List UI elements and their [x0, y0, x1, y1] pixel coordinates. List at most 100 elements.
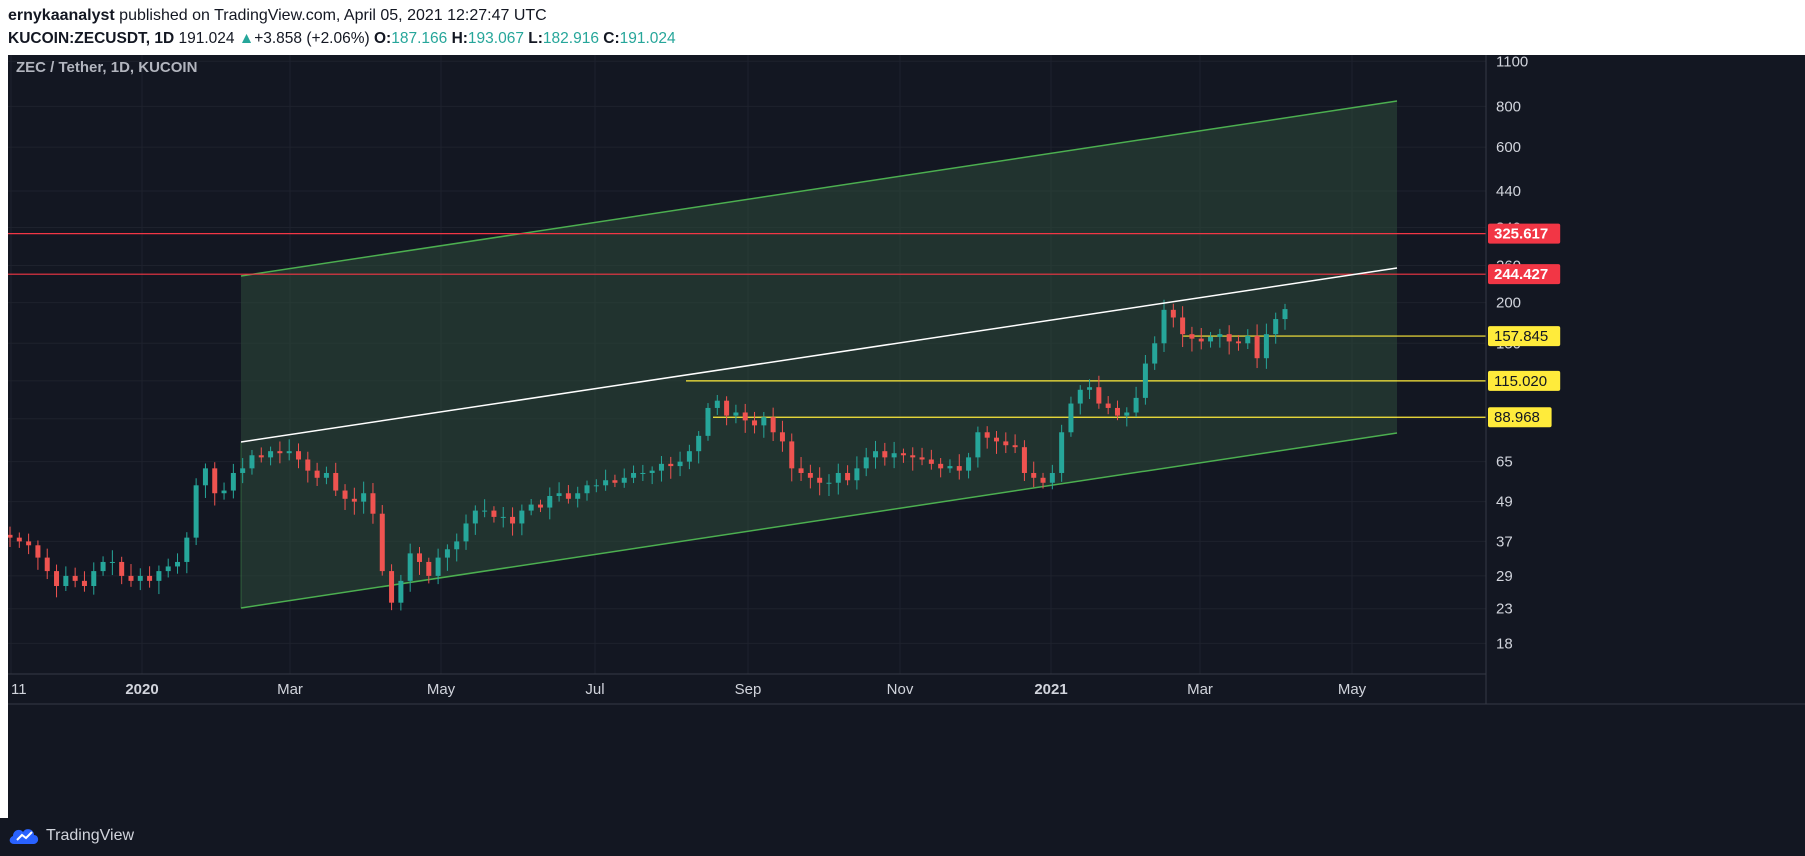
candle-body	[724, 400, 730, 416]
channel-upper-line[interactable]	[240, 100, 1398, 277]
candle-body	[1133, 397, 1139, 413]
candle-body	[519, 510, 525, 524]
candle-body	[984, 432, 990, 438]
candle-body	[575, 493, 581, 499]
tradingview-brand: TradingView	[46, 827, 135, 844]
price-axis-tick-label: 600	[1496, 139, 1521, 156]
candle-body	[314, 470, 320, 478]
candle-body	[500, 516, 506, 518]
candle-body	[1273, 319, 1279, 335]
time-axis-tick-label: 2021	[1034, 681, 1067, 698]
candle-body	[1282, 309, 1288, 320]
candle-body	[668, 463, 674, 467]
time-axis-tick-label: May	[427, 681, 456, 698]
time-axis-tick-label: Nov	[887, 681, 914, 698]
channel-lower-line[interactable]	[240, 432, 1398, 609]
candle-body	[323, 472, 329, 478]
candle-body	[1180, 317, 1186, 335]
price-chart[interactable]: 1100800600440340260200150115886549372923…	[8, 55, 1805, 818]
time-axis-tick-label: Mar	[277, 681, 303, 698]
price-axis-tick-label: 49	[1496, 494, 1513, 511]
publish-info: ernykaanalyst published on TradingView.c…	[8, 7, 547, 25]
last-price: 191.024	[178, 30, 235, 47]
candle-body	[1040, 477, 1046, 483]
candle-body	[1198, 338, 1204, 342]
candle-body	[175, 561, 181, 567]
candle-body	[826, 482, 832, 484]
close-label: C:	[603, 30, 620, 47]
candle-body	[1087, 387, 1093, 390]
time-axis-tick-label: Sep	[735, 681, 762, 698]
candle-body	[1161, 309, 1167, 344]
candle-body	[854, 468, 860, 481]
candle-body	[919, 457, 925, 460]
candle-body	[807, 472, 813, 478]
candle-body	[835, 472, 841, 483]
candle-body	[1235, 341, 1241, 344]
published-text: published on TradingView.com, April 05, …	[114, 7, 547, 24]
candle-body	[1059, 432, 1065, 473]
price-label-text: 325.617	[1494, 226, 1548, 243]
candle-body	[268, 451, 274, 458]
candle-body	[351, 498, 357, 502]
candle-body	[240, 468, 246, 473]
candle-body	[463, 523, 469, 542]
change-value: +3.858 (+2.06%)	[254, 30, 370, 47]
price-axis-tick-label: 200	[1496, 295, 1521, 312]
candle-body	[789, 441, 795, 469]
candle-body	[35, 545, 41, 558]
candle-body	[928, 459, 934, 464]
time-axis-tick-label: 2020	[125, 681, 158, 698]
time-axis-tick-label: May	[1338, 681, 1367, 698]
price-axis-tick-label: 65	[1496, 454, 1513, 471]
candle-body	[882, 451, 888, 458]
candle-body	[156, 571, 162, 581]
candle-body	[416, 553, 422, 562]
footer	[0, 818, 1805, 856]
candle-body	[845, 472, 851, 481]
candle-body	[547, 495, 553, 508]
candle-body	[249, 455, 255, 469]
open-value: 187.166	[391, 30, 448, 47]
candle-body	[444, 549, 450, 558]
candle-body	[947, 466, 953, 469]
author-name[interactable]: ernykaanalyst	[8, 7, 115, 24]
candle-body	[472, 510, 478, 524]
candle-body	[137, 575, 143, 581]
candle-body	[128, 575, 134, 581]
candle-body	[975, 432, 981, 458]
candle-body	[44, 557, 50, 572]
candle-body	[1021, 447, 1027, 473]
tradingview-logo[interactable]: TradingView	[8, 824, 134, 848]
candle-body	[100, 561, 106, 572]
chart-panel[interactable]: 1100800600440340260200150115886549372923…	[8, 55, 1805, 825]
price-axis-tick-label: 18	[1496, 635, 1513, 652]
candle-body	[491, 510, 497, 517]
candle-body	[193, 485, 199, 538]
candle-body	[184, 537, 190, 562]
change-arrow-icon: ▲	[238, 30, 255, 47]
chart-legend-title: ZEC / Tether, 1D, KUCOIN	[16, 59, 197, 76]
candle-body	[528, 504, 534, 511]
candle-body	[677, 461, 683, 467]
candle-body	[1012, 445, 1018, 448]
candle-body	[640, 472, 646, 474]
candle-body	[1152, 343, 1158, 364]
candle-body	[26, 541, 32, 546]
candle-body	[631, 472, 637, 478]
candle-body	[435, 557, 441, 576]
trend-line[interactable]	[240, 267, 1398, 443]
time-axis-tick-label: Jul	[585, 681, 604, 698]
close-value: 191.024	[619, 30, 676, 47]
candle-body	[212, 468, 218, 494]
candle-body	[1226, 334, 1232, 342]
candle-body	[277, 451, 283, 454]
candle-body	[286, 451, 292, 454]
candle-body	[696, 435, 702, 452]
candle-body	[379, 513, 385, 572]
price-axis-tick-label: 29	[1496, 568, 1513, 585]
candle-body	[1189, 334, 1195, 339]
candle-body	[54, 571, 60, 587]
price-label-badge	[1488, 370, 1561, 391]
candle-body	[8, 534, 13, 538]
